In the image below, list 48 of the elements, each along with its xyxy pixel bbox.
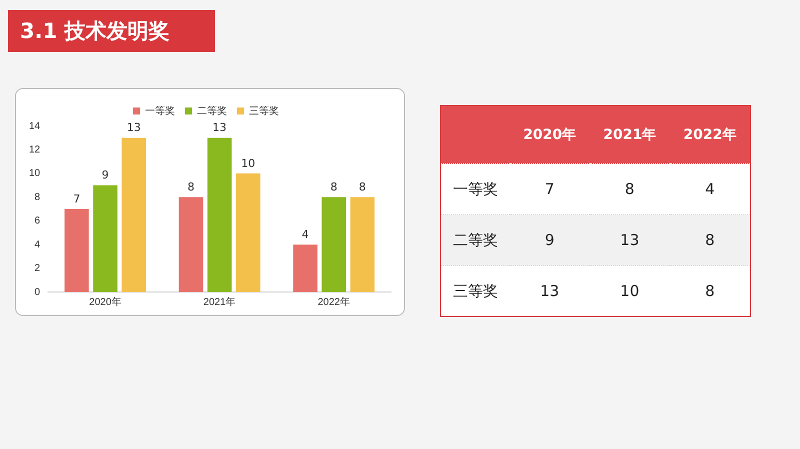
bar [293, 244, 318, 292]
bar [64, 209, 89, 292]
data-label: 9 [510, 214, 590, 266]
data-label: 7 [510, 164, 590, 214]
bar [322, 197, 346, 292]
x-tick-label: 2022年 [318, 296, 350, 308]
data-label: 13 [126, 121, 141, 134]
legend-label: 三等奖 [249, 104, 279, 117]
data-label: 7 [73, 192, 80, 206]
data-label: 8 [670, 266, 750, 316]
x-tick-label: 2020年 [510, 106, 590, 164]
bar [350, 197, 375, 292]
data-label: 8 [590, 164, 670, 214]
bar [236, 173, 260, 292]
y-tick-label: 三等奖 [440, 266, 510, 316]
y-tick-label: 二等奖 [440, 214, 510, 266]
data-label: 8 [187, 180, 194, 194]
bar [122, 138, 146, 292]
y-tick-label: 0 [34, 286, 41, 298]
data-label: 13 [590, 214, 670, 266]
y-tick-label: 8 [34, 192, 41, 203]
data-label: 8 [330, 180, 338, 194]
data-label: 10 [590, 266, 670, 316]
legend-label: 二等奖 [197, 104, 227, 117]
bar [93, 185, 118, 292]
data-label: 8 [358, 180, 366, 194]
y-tick-label: 4 [34, 239, 41, 250]
x-tick-label: 2021年 [203, 296, 236, 308]
y-tick-label: 10 [29, 168, 41, 180]
data-label: 4 [302, 228, 309, 241]
y-tick-label: 14 [29, 120, 41, 132]
x-tick-label: 2020年 [89, 296, 122, 308]
data-label: 13 [510, 266, 590, 316]
bar [178, 197, 204, 292]
data-label: 9 [102, 168, 109, 182]
y-tick-label: 一等奖 [440, 164, 510, 214]
legend-label: 一等奖 [145, 104, 175, 117]
chart-title: 3.1 技术发明奖 [8, 10, 215, 52]
y-tick-label: 6 [34, 216, 41, 227]
y-tick-label: 2 [34, 263, 41, 274]
x-tick-label: 2021年 [590, 106, 670, 164]
data-label: 13 [212, 121, 227, 134]
data-label: 4 [670, 164, 750, 214]
data-label: 10 [241, 156, 256, 170]
y-tick-label: 12 [29, 144, 41, 156]
x-tick-label: 2022年 [670, 106, 750, 164]
bar [207, 138, 232, 292]
data-label: 8 [670, 214, 750, 266]
